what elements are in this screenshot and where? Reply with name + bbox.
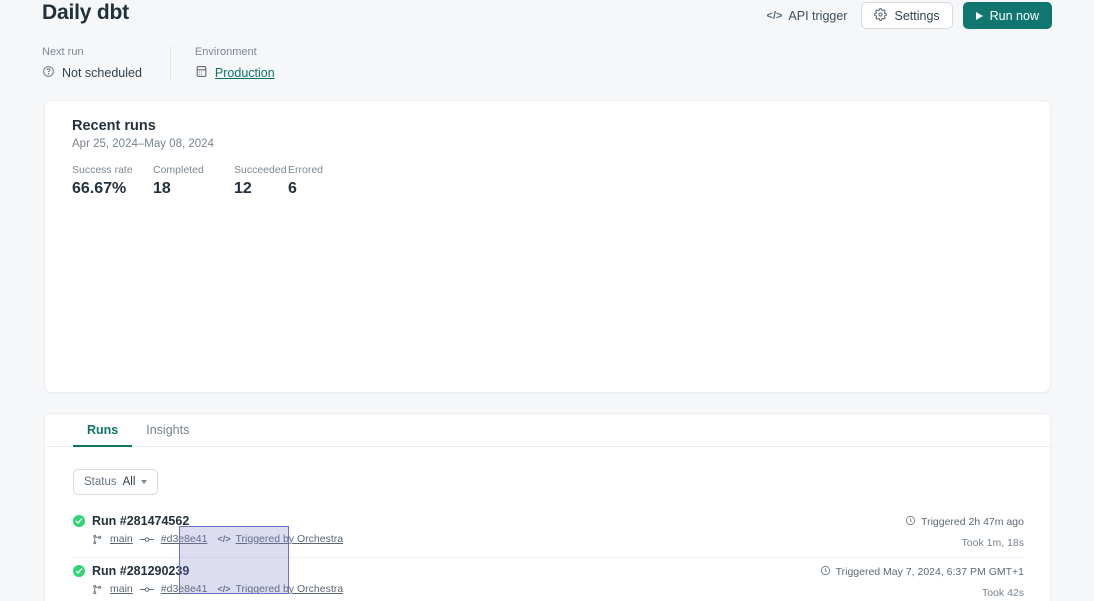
gear-icon	[874, 7, 888, 24]
play-triangle-icon	[975, 11, 983, 20]
run-header: Run #281290239	[73, 564, 343, 578]
header-actions: </> API trigger Settings Run now	[763, 2, 1052, 29]
tab-insights[interactable]: Insights	[132, 414, 203, 447]
tab-runs[interactable]: Runs	[73, 414, 133, 447]
run-triggered-at: Triggered May 7, 2024, 6:37 PM GMT+1	[835, 566, 1024, 578]
clock-icon	[905, 515, 916, 529]
environment-label: Environment	[194, 46, 257, 58]
recent-runs-title: Recent runs	[72, 118, 156, 134]
environment-block: Environment Production	[169, 46, 303, 81]
run-branch-link[interactable]: main	[110, 583, 133, 595]
settings-label: Settings	[894, 8, 940, 23]
run-commit-link[interactable]: #d3e8e41	[160, 533, 208, 545]
meta-row: Next run Not scheduled Environment	[42, 46, 303, 81]
run-triggered-at-row: Triggered May 7, 2024, 6:37 PM GMT+1	[820, 565, 1024, 579]
status-success-icon	[73, 515, 85, 527]
clock-question-icon	[42, 65, 55, 81]
status-success-icon	[73, 565, 85, 577]
server-rack-icon	[195, 65, 208, 81]
run-duration: Took 1m, 18s	[961, 537, 1024, 549]
run-now-label: Run now	[989, 8, 1039, 23]
git-commit-icon	[139, 534, 154, 545]
recent-runs-date-range: Apr 25, 2024–May 08, 2024	[72, 138, 214, 150]
run-timing: Triggered 2h 47m ago Took 1m, 18s	[905, 515, 1024, 549]
api-trigger-button[interactable]: </> API trigger	[763, 4, 852, 28]
run-duration: Took 42s	[981, 587, 1024, 599]
run-subline: main #d3e8e41 </> Triggered by Orchestra	[73, 583, 343, 595]
run-trigger-label[interactable]: Triggered by Orchestra	[235, 583, 344, 595]
code-brackets-icon: </>	[766, 9, 783, 22]
settings-button[interactable]: Settings	[861, 2, 953, 29]
run-info: Run #281290239 main #d3e8e41 </> Triggered b…	[73, 564, 343, 595]
run-row[interactable]: Run #281474562 main #d3e8e41 </> Triggered b…	[73, 508, 1024, 557]
tab-label: Runs	[87, 423, 119, 437]
stat-value: 18	[153, 180, 171, 197]
run-branch-link[interactable]: main	[110, 533, 133, 545]
run-commit-link[interactable]: #d3e8e41	[160, 583, 208, 595]
stat-label: Succeeded	[234, 164, 287, 176]
stat-value: 66.67%	[72, 180, 127, 197]
run-name: Run #281290239	[92, 564, 190, 578]
next-run-label: Next run	[42, 46, 84, 58]
tab-bar: Runs Insights	[45, 414, 1052, 447]
git-commit-icon	[139, 584, 154, 595]
run-name: Run #281474562	[92, 514, 190, 528]
page-header: Daily dbt </> API trigger Settings Run n…	[0, 0, 1094, 92]
run-row[interactable]: Run #281290239 main #d3e8e41 </> Triggered b…	[73, 557, 1024, 601]
status-filter-select[interactable]: Status All	[73, 469, 159, 495]
stat-label: Errored	[288, 164, 324, 176]
code-brackets-icon: </>	[217, 584, 231, 594]
status-filter-value: All	[122, 476, 136, 488]
run-info: Run #281474562 main #d3e8e41 </> Triggered b…	[73, 514, 343, 545]
next-run-value-row: Not scheduled	[42, 65, 142, 81]
stat-value: 6	[288, 180, 297, 197]
run-trigger[interactable]: </> Triggered by Orchestra	[217, 533, 343, 545]
runs-list: Run #281474562 main #d3e8e41 </> Triggered b…	[73, 508, 1024, 601]
page-title: Daily dbt	[42, 1, 129, 24]
api-trigger-label: API trigger	[788, 8, 848, 23]
tab-label: Insights	[146, 423, 190, 437]
next-run-block: Next run Not scheduled	[42, 46, 170, 81]
run-header: Run #281474562	[73, 514, 343, 528]
filter-bar: Status All	[73, 469, 159, 495]
run-now-button[interactable]: Run now	[962, 2, 1052, 29]
stat-success-rate: Success rate 66.67%	[72, 164, 153, 198]
recent-runs-stats: Success rate 66.67% Completed 18 Succeeded 12…	[72, 164, 342, 198]
environment-value-row: Production	[195, 65, 275, 81]
run-timing: Triggered May 7, 2024, 6:37 PM GMT+1 Took…	[820, 565, 1024, 599]
run-subline: main #d3e8e41 </> Triggered by Orchestra	[73, 533, 343, 545]
runs-card: Runs Insights Status All Run #281474562 ma…	[44, 413, 1052, 601]
code-brackets-icon: </>	[217, 534, 231, 544]
clock-icon	[820, 565, 831, 579]
stat-label: Success rate	[72, 164, 133, 176]
git-branch-icon	[92, 534, 103, 545]
stat-succeeded: Succeeded 12	[234, 164, 288, 198]
next-run-value: Not scheduled	[62, 66, 142, 80]
stat-completed: Completed 18	[153, 164, 234, 198]
chevron-down-icon	[141, 480, 148, 484]
recent-runs-card: Recent runs Apr 25, 2024–May 08, 2024 Su…	[44, 100, 1051, 601]
run-trigger[interactable]: </> Triggered by Orchestra	[217, 583, 343, 595]
stat-errored: Errored 6	[288, 164, 342, 198]
run-trigger-label[interactable]: Triggered by Orchestra	[235, 533, 344, 545]
git-branch-icon	[92, 584, 103, 595]
stat-label: Completed	[153, 164, 204, 176]
run-triggered-at-row: Triggered 2h 47m ago	[905, 515, 1024, 529]
stat-value: 12	[234, 180, 252, 197]
status-filter-label: Status	[84, 476, 117, 488]
run-triggered-at: Triggered 2h 47m ago	[921, 516, 1024, 528]
environment-link[interactable]: Production	[214, 66, 275, 80]
